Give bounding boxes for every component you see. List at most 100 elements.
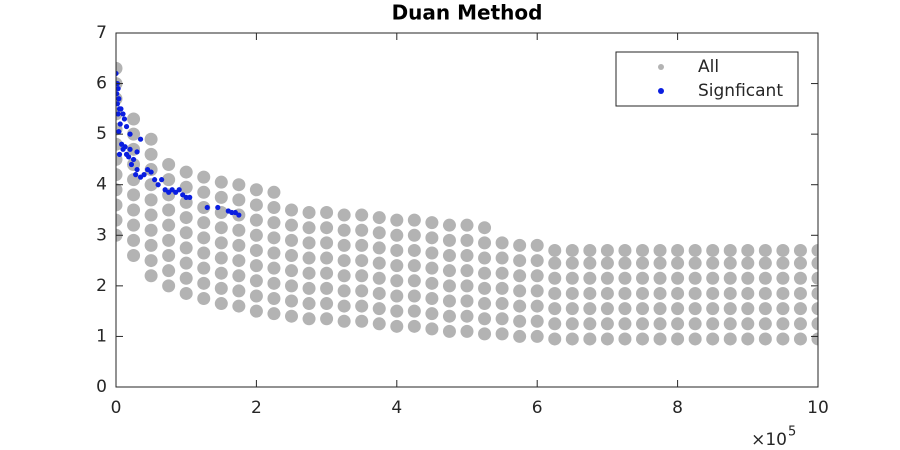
point-all (653, 256, 667, 270)
point-all (495, 251, 509, 265)
point-all (267, 261, 281, 275)
point-all (355, 299, 369, 313)
point-all (390, 259, 404, 273)
point-all (758, 271, 772, 285)
point-all (671, 332, 685, 346)
point-all (583, 271, 597, 285)
point-all (636, 243, 649, 257)
point-all (249, 183, 263, 197)
point-all (249, 274, 263, 288)
point-all (600, 243, 614, 257)
point-all (495, 312, 509, 326)
point-significant (123, 151, 130, 157)
point-all (636, 271, 649, 285)
point-all (302, 236, 316, 250)
point-all (636, 256, 649, 270)
point-significant (116, 96, 122, 102)
point-all (197, 292, 211, 305)
point-all (741, 332, 755, 346)
point-all (811, 317, 818, 331)
point-all (460, 324, 474, 338)
point-all (372, 302, 386, 316)
point-all (407, 304, 421, 318)
point-all (162, 157, 176, 171)
point-all (600, 317, 614, 331)
x-tick-label: 2 (251, 398, 262, 418)
point-all (513, 299, 527, 313)
point-all (565, 271, 579, 285)
point-all (179, 165, 193, 179)
point-all (355, 208, 369, 222)
point-all (232, 284, 246, 298)
point-all (302, 281, 316, 295)
point-all (548, 286, 562, 300)
point-all (671, 286, 685, 300)
point-all (741, 317, 755, 331)
point-significant (152, 177, 158, 183)
point-all (530, 269, 544, 283)
point-all (478, 236, 492, 250)
point-all (671, 317, 685, 331)
point-significant (141, 172, 147, 178)
point-significant (127, 146, 133, 152)
point-all (793, 302, 807, 316)
point-all (425, 276, 439, 290)
point-all (285, 203, 298, 217)
point-all (337, 223, 351, 237)
legend-marker (658, 64, 664, 70)
point-all (583, 317, 597, 331)
point-all (390, 274, 404, 288)
point-all (127, 249, 141, 263)
point-all (583, 286, 597, 300)
point-all (214, 236, 228, 250)
legend-marker (658, 88, 664, 94)
point-all (478, 266, 492, 280)
point-all (372, 256, 386, 270)
point-all (478, 221, 492, 235)
point-all (530, 284, 544, 298)
point-all (653, 243, 667, 257)
point-all (706, 332, 720, 346)
point-all (495, 236, 509, 250)
point-all (442, 264, 456, 278)
point-all (425, 307, 439, 321)
point-all (127, 218, 141, 232)
point-all (776, 256, 790, 270)
point-all (793, 332, 807, 346)
point-all (600, 271, 614, 285)
x-tick-label: 10 (807, 398, 829, 418)
point-all (285, 233, 298, 247)
point-all (583, 243, 597, 257)
point-all (636, 302, 649, 316)
point-all (285, 309, 298, 323)
point-all (214, 175, 228, 189)
point-all (706, 286, 720, 300)
point-all (548, 317, 562, 331)
point-all (127, 233, 141, 247)
point-all (425, 246, 439, 260)
point-all (565, 302, 579, 316)
point-all (267, 292, 281, 305)
point-all (179, 256, 193, 270)
point-all (776, 317, 790, 331)
point-all (197, 200, 211, 214)
point-all (355, 254, 369, 268)
point-all (513, 314, 527, 328)
point-all (653, 271, 667, 285)
point-all (116, 213, 123, 227)
point-all (793, 286, 807, 300)
point-all (811, 332, 818, 346)
point-all (811, 256, 818, 270)
point-significant (134, 149, 140, 155)
point-all (618, 256, 632, 270)
point-all (565, 317, 579, 331)
point-all (127, 203, 141, 217)
point-all (337, 284, 351, 298)
point-all (162, 173, 176, 187)
point-all (162, 218, 176, 232)
point-all (653, 317, 667, 331)
point-significant (148, 169, 154, 175)
point-all (197, 261, 211, 275)
x-tick-label: 6 (532, 398, 543, 418)
point-all (565, 332, 579, 346)
